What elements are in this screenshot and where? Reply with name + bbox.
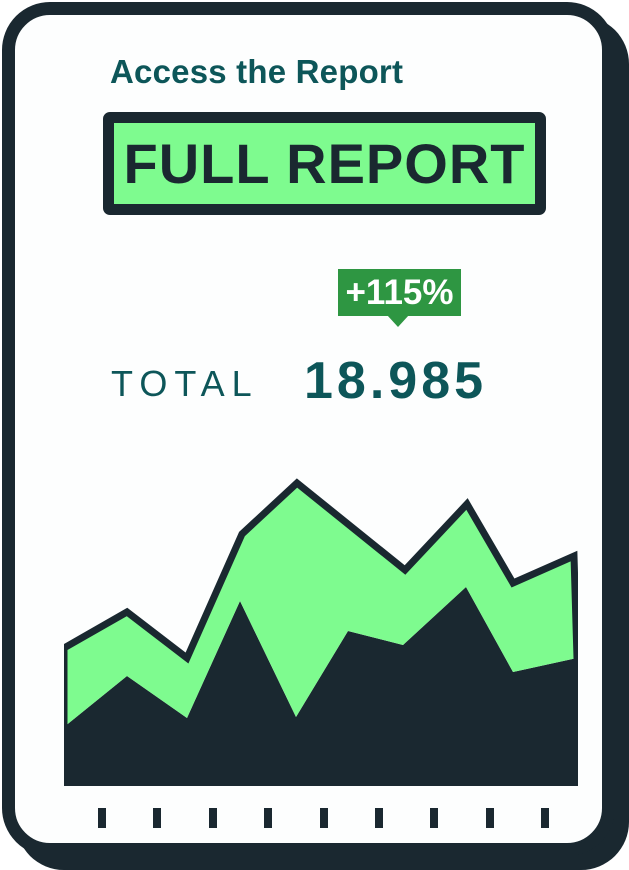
- chart-series-green: [64, 483, 577, 727]
- x-axis-ticks: [98, 808, 549, 828]
- x-axis-tick: [319, 808, 328, 828]
- x-axis-tick: [485, 808, 494, 828]
- x-axis-tick: [98, 808, 106, 828]
- x-axis-tick: [208, 808, 217, 828]
- report-card: Access the Report FULL REPORT +115% TOTA…: [2, 2, 615, 856]
- page-title: Access the Report: [110, 53, 404, 90]
- growth-badge: +115%: [338, 269, 461, 316]
- total-label: TOTAL: [111, 363, 259, 404]
- x-axis-tick: [264, 808, 273, 828]
- growth-badge-pointer: [387, 315, 409, 327]
- chart-outline: [64, 478, 578, 786]
- total-value: 18.985: [304, 352, 488, 410]
- x-axis-tick: [153, 808, 162, 828]
- x-axis-tick: [430, 808, 439, 828]
- chart-series-dark: [64, 587, 577, 786]
- full-report-button[interactable]: FULL REPORT: [103, 112, 546, 215]
- x-axis-tick: [374, 808, 383, 828]
- area-chart: [64, 478, 578, 786]
- x-axis-tick: [541, 808, 549, 828]
